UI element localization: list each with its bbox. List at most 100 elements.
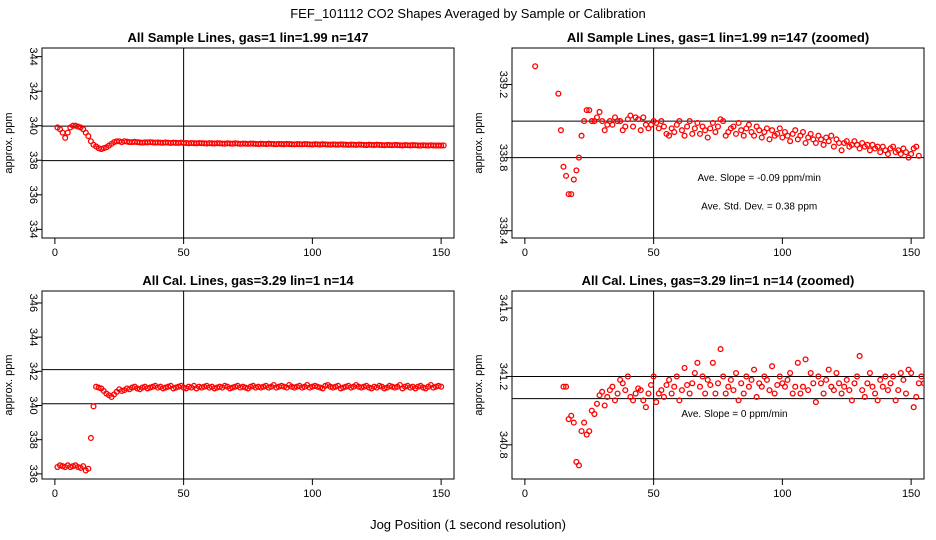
data-point: [843, 138, 850, 145]
data-point: [560, 163, 567, 170]
data-point: [684, 381, 691, 389]
data-point: [438, 383, 445, 390]
data-point: [890, 373, 897, 380]
data-point: [750, 132, 758, 139]
data-point: [841, 383, 848, 390]
data-point: [570, 176, 577, 183]
data-point: [629, 397, 637, 404]
data-point: [812, 399, 819, 406]
data-point: [892, 397, 899, 404]
data-point: [611, 397, 619, 404]
data-point: [87, 434, 94, 442]
data-point: [532, 63, 539, 70]
y-tick-label: 340.8: [497, 431, 509, 459]
data-point: [712, 390, 719, 397]
data-point: [915, 380, 922, 387]
x-tick-label: 150: [432, 247, 450, 259]
data-point: [563, 383, 570, 390]
data-point: [660, 393, 667, 401]
data-point: [64, 129, 71, 136]
data-point: [709, 119, 716, 126]
data-point: [895, 387, 902, 394]
data-point: [817, 136, 825, 143]
data-point: [776, 373, 783, 380]
data-points: [560, 346, 924, 469]
data-point: [771, 390, 778, 397]
data-point: [817, 380, 825, 387]
data-point: [599, 118, 606, 125]
data-point: [85, 133, 92, 140]
data-point: [756, 127, 763, 134]
data-point: [438, 142, 445, 149]
data-point: [750, 366, 758, 373]
data-point: [627, 112, 634, 119]
y-tick-label: 340: [27, 117, 39, 135]
data-point: [640, 397, 647, 404]
data-point: [802, 356, 809, 363]
data-point: [565, 191, 572, 198]
data-point: [440, 142, 447, 149]
data-point: [642, 404, 649, 411]
y-tick-label: 346: [27, 294, 39, 312]
data-point: [799, 383, 807, 390]
data-point: [632, 390, 639, 397]
data-point: [85, 465, 92, 472]
data-point: [676, 397, 683, 404]
y-tick-label: 344: [27, 47, 39, 65]
data-point: [766, 387, 773, 394]
data-point: [709, 359, 716, 366]
data-point: [913, 393, 920, 401]
data-point: [666, 132, 673, 139]
data-point: [678, 127, 685, 134]
data-point: [884, 150, 891, 158]
data-point: [846, 387, 853, 394]
data-point: [732, 369, 740, 377]
data-point: [866, 147, 873, 154]
data-point: [570, 419, 577, 426]
data-point: [763, 376, 770, 383]
y-tick-label: 336: [27, 186, 39, 204]
data-point: [823, 376, 830, 383]
panel-cal-lines: All Cal. Lines, gas=3.29 lin=1 n=14 0 50 10…: [3, 273, 455, 500]
data-point: [689, 380, 696, 387]
data-point: [707, 381, 714, 389]
data-point: [897, 150, 904, 158]
data-point: [738, 127, 745, 134]
data-point: [593, 114, 601, 121]
data-point: [769, 127, 776, 134]
data-point: [797, 390, 804, 397]
data-point: [578, 132, 585, 139]
annotation-text: Ave. Slope = 0 ppm/min: [681, 409, 787, 420]
data-point: [722, 390, 729, 397]
data-point: [874, 397, 881, 404]
panel-title: All Cal. Lines, gas=3.29 lin=1 n=14 (zoo…: [582, 273, 855, 288]
data-point: [650, 373, 657, 380]
x-tick-label: 50: [178, 247, 190, 259]
data-point: [560, 383, 567, 390]
data-point: [908, 150, 915, 158]
data-point: [913, 143, 920, 150]
data-point: [575, 462, 582, 469]
data-point: [575, 154, 582, 161]
x-tick-label: 100: [303, 247, 321, 259]
data-point: [593, 400, 601, 407]
x-tick-label: 150: [902, 488, 920, 500]
data-point: [735, 119, 742, 126]
y-axis-label: approx. ppm: [473, 354, 485, 415]
data-point: [794, 359, 801, 366]
y-tick-label: 341.2: [497, 363, 509, 391]
panel-sample-lines: All Sample Lines, gas=1 lin=1.99 n=147 0 5…: [3, 30, 455, 259]
x-tick-label: 150: [432, 488, 450, 500]
annotation-text: Ave. Std. Dev. = 0.38 ppm: [701, 202, 817, 213]
data-point: [856, 352, 863, 359]
data-point: [820, 141, 827, 148]
plot-frame: [41, 47, 455, 239]
y-tick-label: 340: [27, 396, 39, 414]
x-tick-label: 0: [522, 488, 528, 500]
y-tick-label: 342: [27, 362, 39, 380]
panel-sample-lines-zoomed: All Sample Lines, gas=1 lin=1.99 n=147 (…: [473, 30, 925, 259]
data-point: [802, 139, 809, 147]
data-point: [614, 118, 621, 125]
data-point: [663, 381, 670, 389]
x-tick-label: 100: [773, 247, 791, 259]
